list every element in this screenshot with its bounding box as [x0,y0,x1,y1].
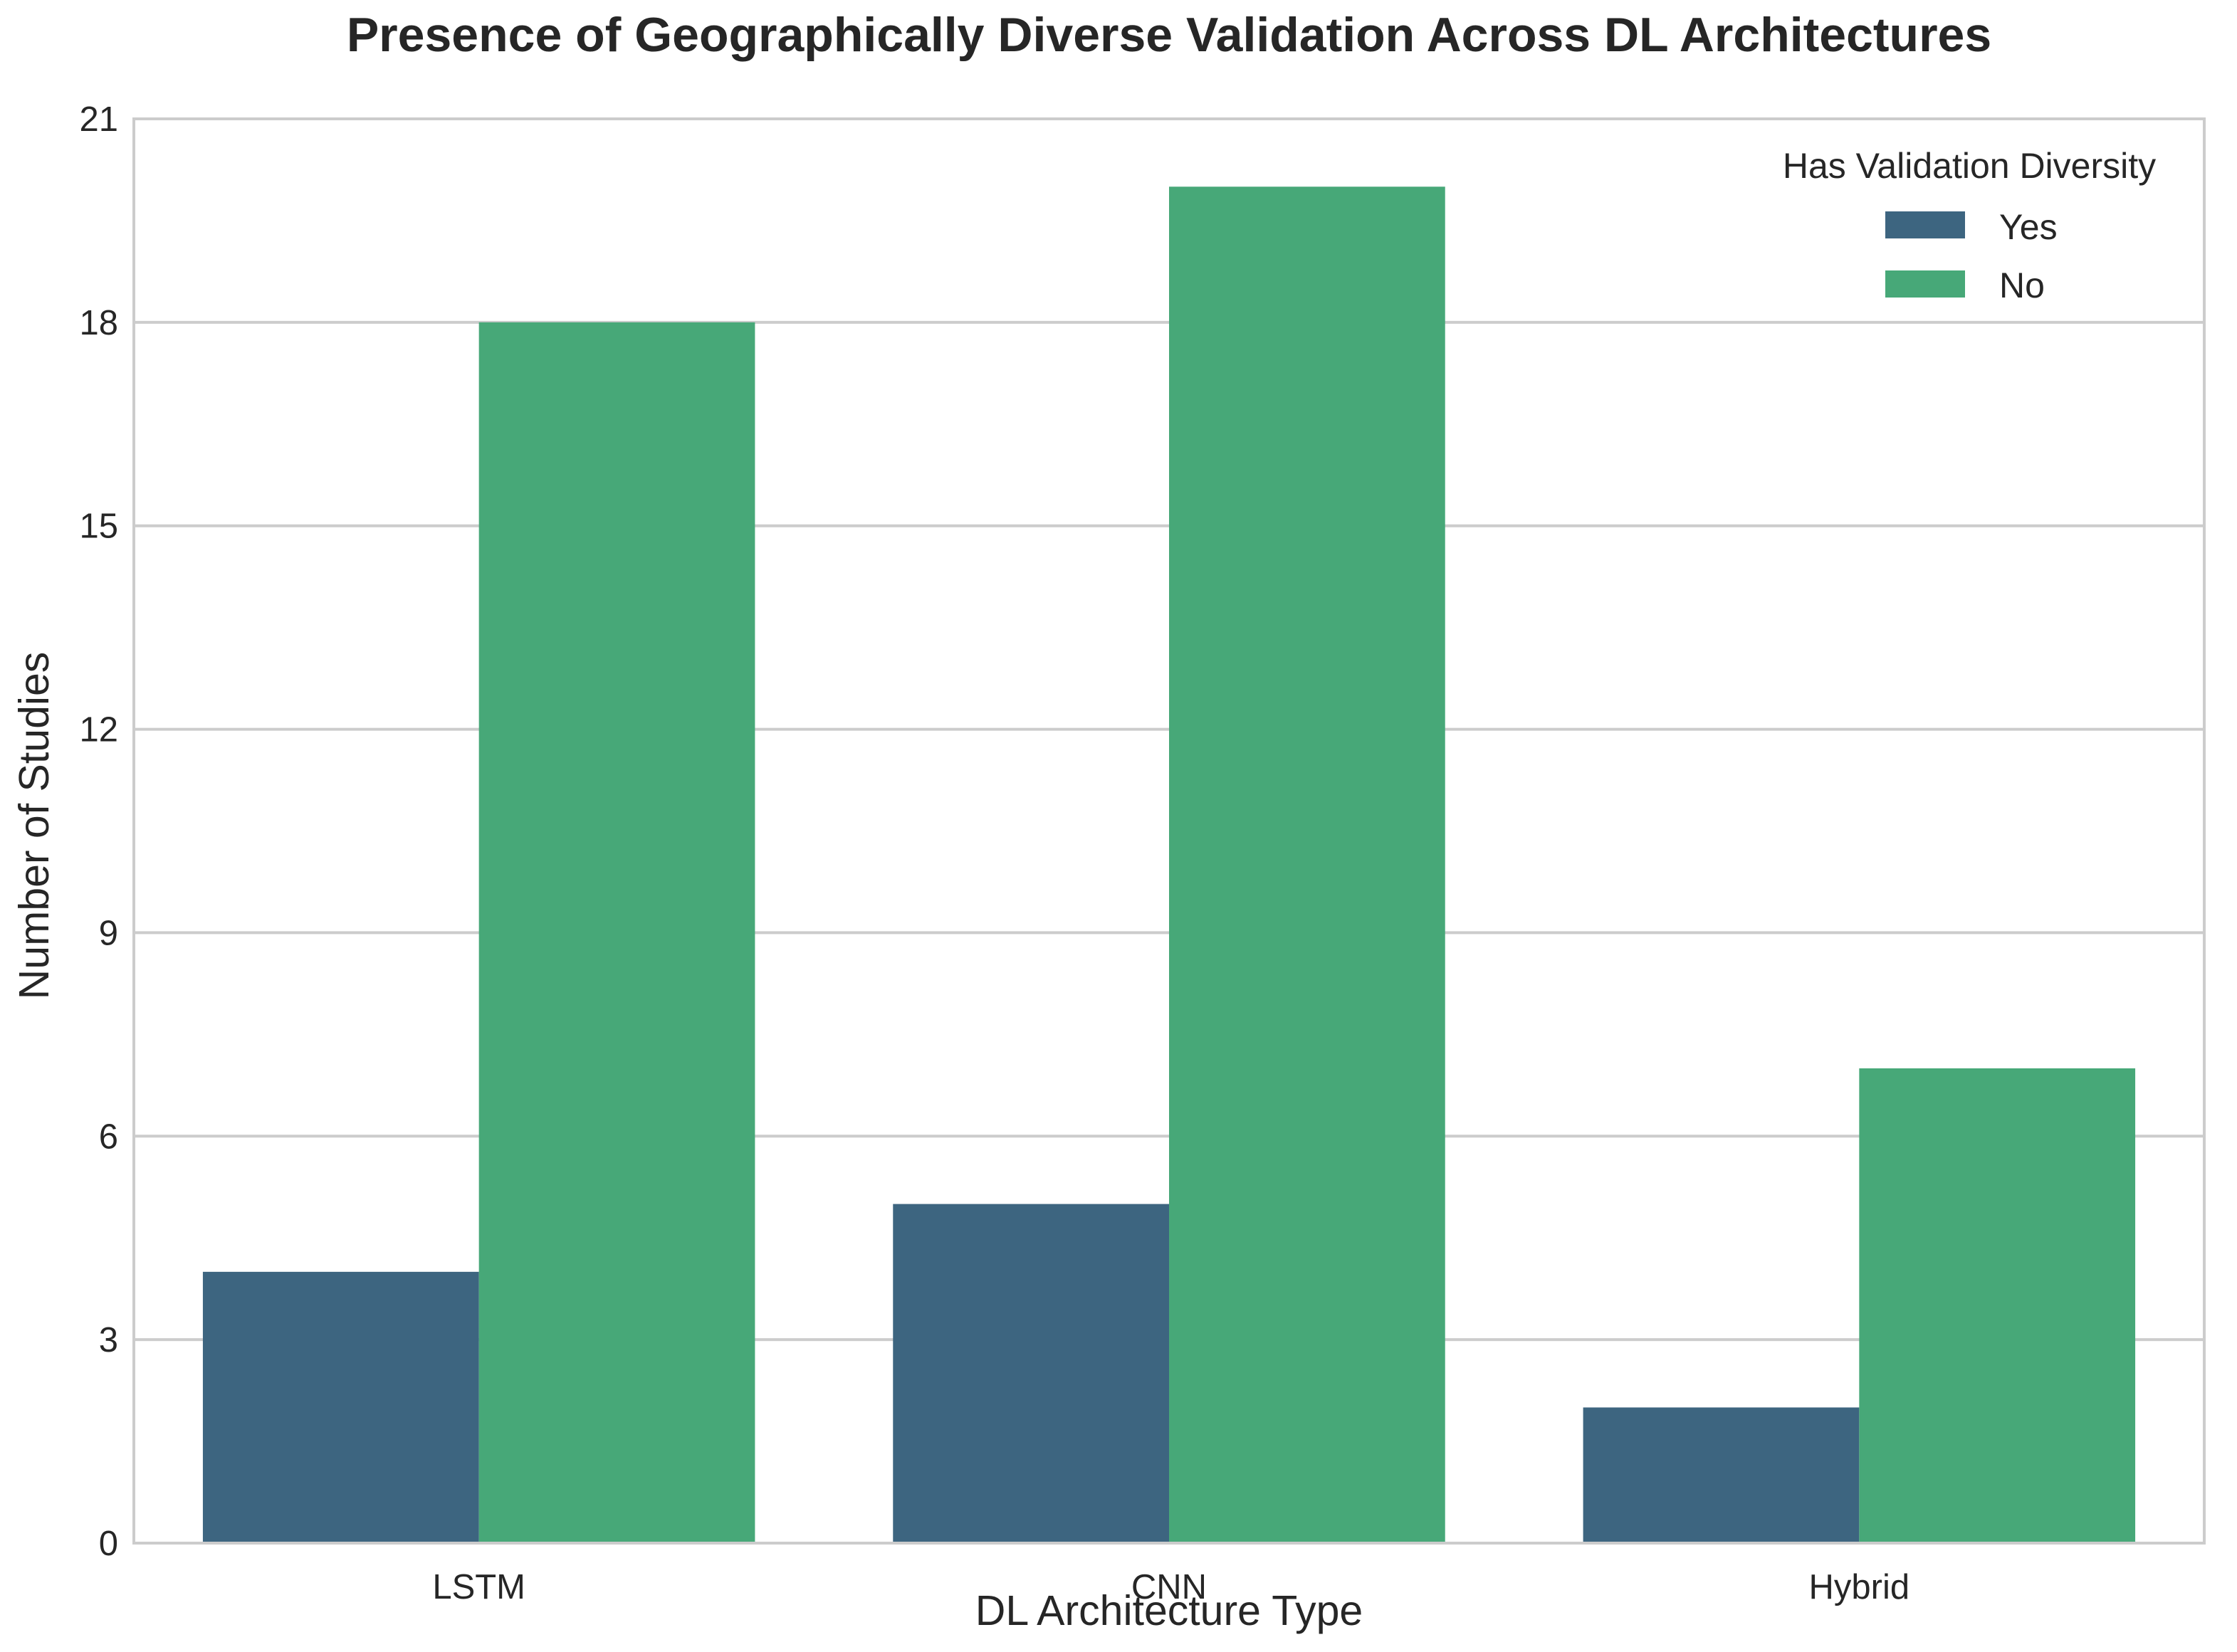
y-tick-label: 15 [79,507,118,546]
y-tick-label: 12 [79,711,118,749]
y-tick-label: 3 [99,1321,118,1359]
legend-title: Has Validation Diversity [1783,146,2156,186]
x-axis-label: DL Architecture Type [975,1587,1363,1634]
bar-lstm-no [478,322,755,1543]
x-tick-labels: LSTM CNN Hybrid [432,1568,1909,1606]
bar-hybrid-yes [1583,1407,1860,1543]
bar-lstm-yes [202,1271,479,1543]
legend-swatch-yes [1885,211,1965,238]
bar-cnn-yes [893,1204,1169,1543]
x-tick-label-cnn: CNN [1131,1568,1207,1606]
legend-swatch-no [1885,270,1965,298]
y-tick-label: 6 [99,1117,118,1156]
chart-title: Presence of Geographically Diverse Valid… [347,8,1991,62]
legend: Has Validation Diversity Yes No [1783,146,2156,305]
legend-label-no: No [1999,265,2045,305]
y-tick-label: 9 [99,914,118,952]
y-tick-label: 18 [79,304,118,342]
legend-label-yes: Yes [1999,207,2058,247]
plot-frame [132,117,2206,1545]
bar-hybrid-no [1859,1068,2136,1543]
y-tick-labels: 0 3 6 9 12 15 18 21 [79,100,118,1563]
y-tick-label: 21 [79,100,118,139]
bar-cnn-no [1169,186,1445,1544]
x-tick-label-lstm: LSTM [432,1568,525,1606]
x-tick-label-hybrid: Hybrid [1809,1568,1910,1606]
bars [202,186,2136,1544]
y-axis-label: Number of Studies [11,652,58,1000]
y-tick-label: 0 [99,1525,118,1563]
